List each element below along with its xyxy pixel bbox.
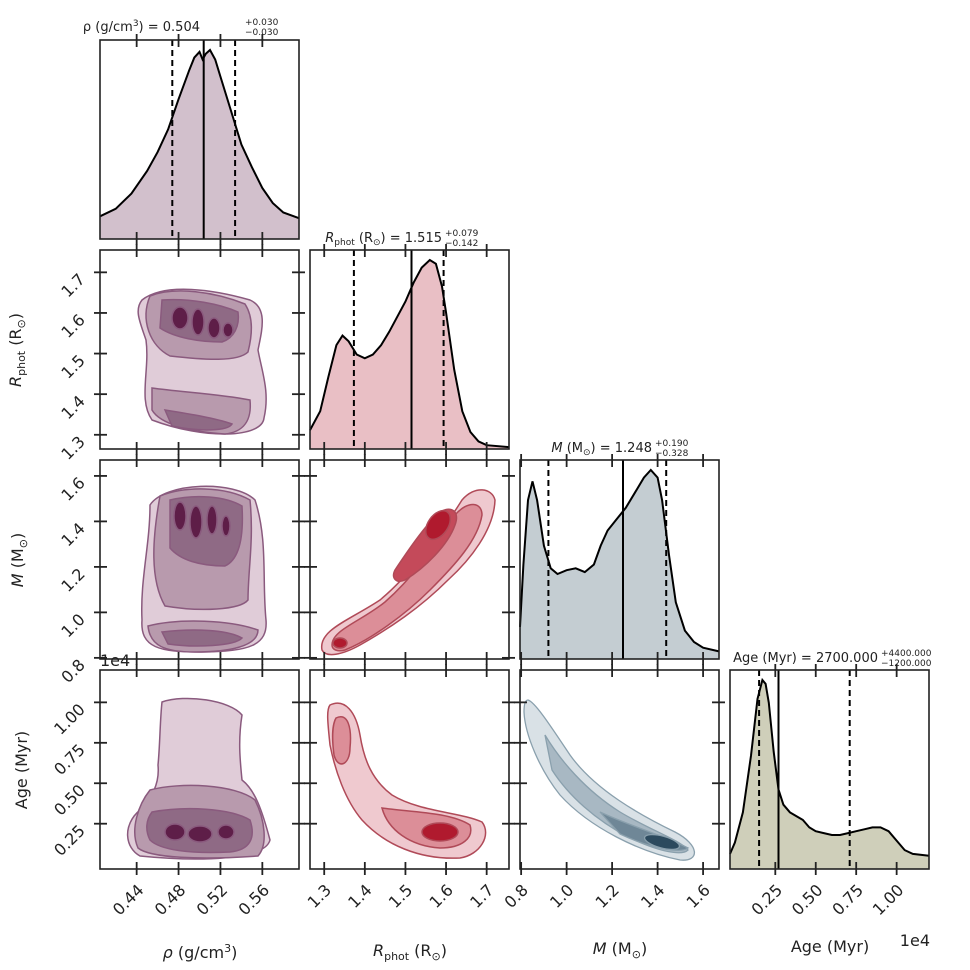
title-rphot-err-plus: +0.079 [445,229,479,239]
xtick-label-rphot: 1.3 [304,880,335,911]
frame-3-2 [519,669,720,870]
xlabel-rphot: Rphot (R⊙) [373,941,447,963]
xlabel-mass: M (M⊙) [593,939,647,961]
xtick-label-age: 0.75 [828,880,867,919]
xtick-label-age: 0.25 [748,880,787,919]
frame-0-0 [99,39,300,240]
title-mass: M (M⊙) = 1.248 [551,441,652,458]
frame-2-1 [309,459,510,660]
contour-rphot-age [326,702,487,859]
xtick-label-rphot: 1.6 [425,880,456,911]
xtick-label-rho: 0.52 [193,880,232,919]
contour-rho-rphot [137,288,267,435]
kde-fill-rho [100,50,299,239]
title-mass-err-plus: +0.190 [655,439,689,449]
frame-1-1 [309,249,510,450]
contour-rho-mass [140,485,267,653]
ytick-label-rphot: 1.4 [57,392,88,423]
frame-2-0 [99,459,300,660]
xtick-label-age: 0.50 [788,880,827,919]
kde-fill-mass [520,470,719,659]
xtick-label-mass: 1.6 [682,880,713,911]
diag-panel-rphot [309,250,510,449]
title-rho-err-minus: −0.030 [245,28,279,38]
kde-fill-rphot [310,260,509,449]
xlabel-rho: ρ (g/cm3) [163,942,238,962]
frame-3-1 [309,669,510,870]
quantile-lines-rphot [352,250,445,449]
ytick-label-age: 0.50 [50,781,89,820]
kde-fill-age [730,680,929,869]
diag-panel-rho [99,40,300,239]
offset-label-age-x: 1e4 [900,931,930,950]
contour-rho-age [126,697,271,860]
ytick-label-rphot: 1.5 [57,351,88,382]
ytick-label-age: 0.75 [50,740,89,779]
ytick-label-age: 1.00 [50,700,89,739]
xtick-label-mass: 0.8 [500,880,531,911]
quantile-lines-mass [547,460,668,659]
ytick-label-rphot: 1.7 [57,270,88,301]
xtick-label-mass: 1.0 [546,880,577,911]
xtick-label-mass: 1.2 [591,880,622,911]
ytick-label-mass: 1.2 [57,564,88,595]
frame-2-2 [519,459,720,660]
xtick-label-mass: 1.4 [637,880,668,911]
ytick-label-mass: 1.4 [57,519,88,550]
title-age-err-plus: +4400.000 [881,649,932,659]
xlabel-age: Age (Myr) [791,937,869,956]
ylabel-rphot: Rphot (R⊙) [6,313,28,387]
quantile-lines-age [758,670,851,869]
contour-mass-age [523,699,696,861]
quantile-lines-rho [171,40,237,239]
kde-line-age [729,677,930,857]
frame-3-0 [99,669,300,870]
ytick-label-age: 0.25 [50,821,89,860]
ytick-label-mass: 1.0 [57,610,88,641]
ytick-label-mass: 0.8 [57,655,88,686]
xtick-label-rphot: 1.7 [466,880,497,911]
xtick-label-rho: 0.56 [235,880,274,919]
contour-rphot-mass [321,489,496,656]
xtick-label-rho: 0.48 [151,880,190,919]
title-rho-err-plus: +0.030 [245,18,279,28]
frame-3-3 [729,669,930,870]
title-rphot-err-minus: −0.142 [445,239,478,249]
ylabel-mass: M (M⊙) [8,533,30,587]
diag-panel-mass [519,460,720,659]
frame-1-0 [99,249,300,450]
title-rho: ρ (g/cm3) = 0.504 [83,19,200,35]
title-age-err-minus: −1200.000 [881,659,932,669]
title-age: Age (Myr) = 2700.000 [733,651,878,666]
diag-panel-age [729,670,930,869]
ytick-label-mass: 1.6 [57,473,88,504]
xtick-label-rphot: 1.5 [385,880,416,911]
ytick-label-rphot: 1.6 [57,310,88,341]
title-rphot: Rphot (R⊙) = 1.515 [325,231,442,248]
offset-label-age-y: 1e4 [100,651,130,670]
title-mass-err-minus: −0.328 [655,449,689,459]
xtick-label-rphot: 1.4 [344,880,375,911]
ytick-label-rphot: 1.3 [57,432,88,463]
ylabel-age: Age (Myr) [12,731,31,809]
xtick-label-rho: 0.44 [109,880,148,919]
kde-line-mass [519,468,720,653]
xtick-label-age: 1.00 [869,880,908,919]
kde-line-rphot [309,258,510,449]
